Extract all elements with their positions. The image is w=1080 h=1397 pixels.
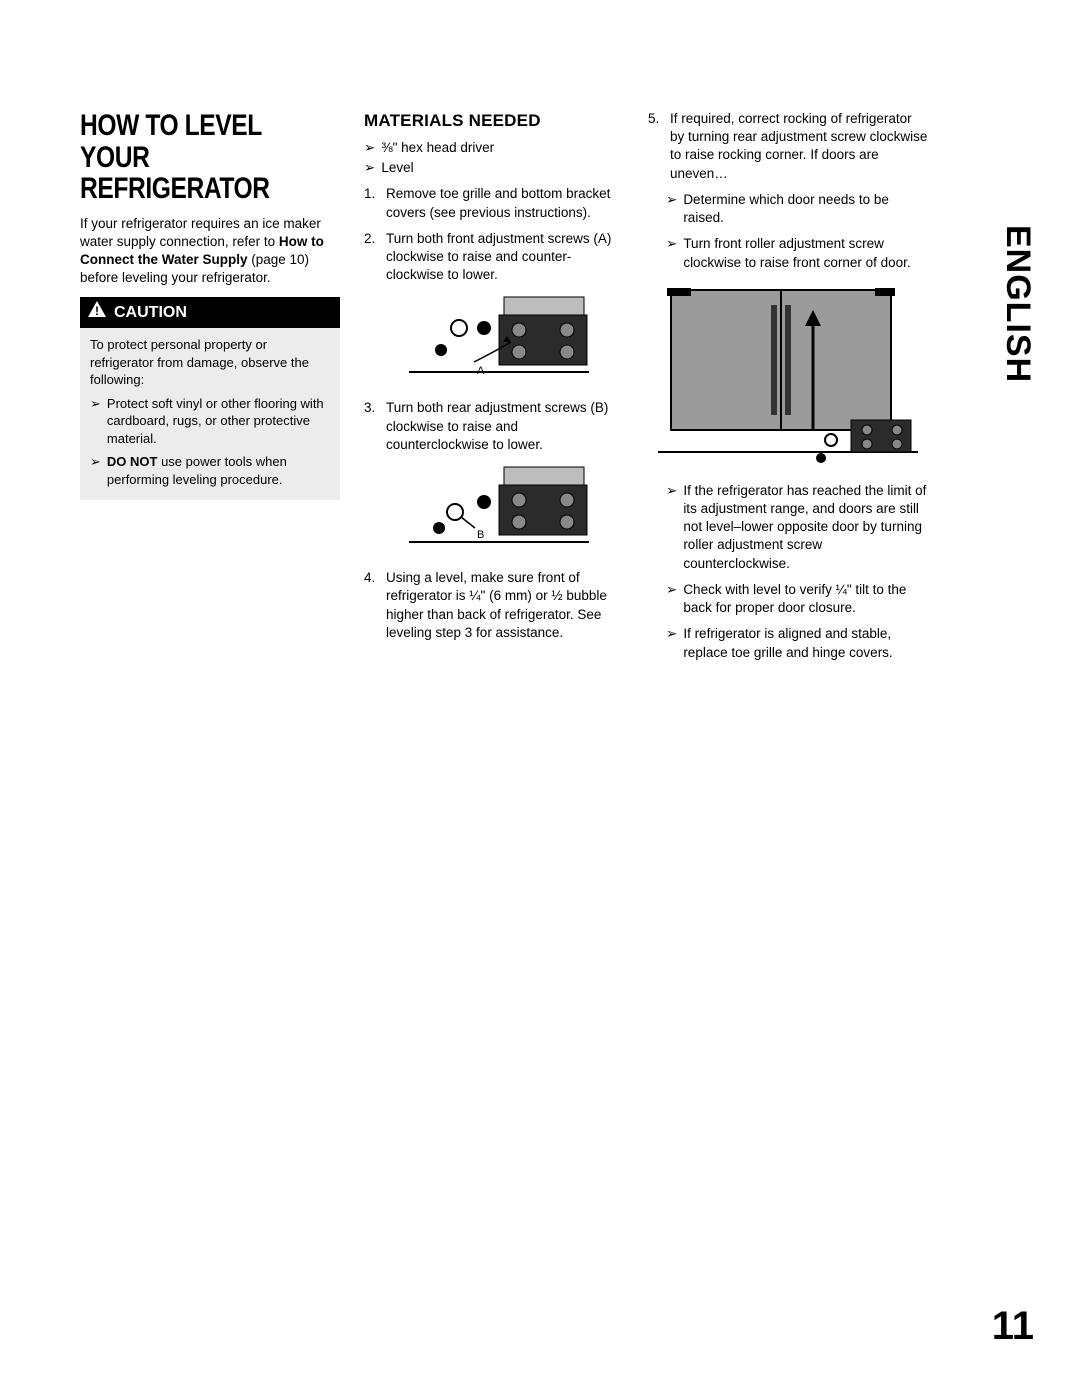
materials-list: ➢ ⅜" hex head driver ➢ Level bbox=[364, 139, 624, 177]
sub-item-text: Check with level to verify ¼" tilt to th… bbox=[683, 581, 928, 617]
column-2: MATERIALS NEEDED ➢ ⅜" hex head driver ➢ Le… bbox=[364, 110, 624, 670]
chevron-icon: ➢ bbox=[364, 139, 375, 157]
chevron-icon: ➢ bbox=[666, 482, 677, 573]
caution-label: CAUTION bbox=[114, 302, 187, 324]
step-number: 1. bbox=[364, 185, 380, 221]
step-number: 4. bbox=[364, 569, 380, 642]
intro-paragraph: If your refrigerator requires an ice mak… bbox=[80, 215, 340, 288]
chevron-icon: ➢ bbox=[666, 191, 677, 227]
sub-item: ➢Determine which door needs to be raised… bbox=[666, 191, 928, 227]
title-line-2: REFRIGERATOR bbox=[80, 172, 270, 205]
materials-item: ➢ ⅜" hex head driver bbox=[364, 139, 624, 157]
page-number: 11 bbox=[992, 1299, 1034, 1353]
caution-list: ➢ Protect soft vinyl or other flooring w… bbox=[90, 395, 330, 489]
step-text: Turn both rear adjustment screws (B) clo… bbox=[386, 399, 624, 454]
step-item: 2. Turn both front adjustment screws (A)… bbox=[364, 230, 624, 285]
materials-item-text: ⅜" hex head driver bbox=[381, 139, 494, 157]
column-3: 5. If required, correct rocking of refri… bbox=[648, 110, 928, 670]
sub-item-text: Determine which door needs to be raised. bbox=[683, 191, 928, 227]
diagram-rear-screws: B bbox=[399, 462, 589, 557]
steps-list-continued: 3. Turn both rear adjustment screws (B) … bbox=[364, 399, 624, 454]
column-1: HOW TO LEVEL YOUR REFRIGERATOR If your r… bbox=[80, 110, 340, 670]
diagram-fridge-doors bbox=[653, 280, 923, 470]
step-item: 3. Turn both rear adjustment screws (B) … bbox=[364, 399, 624, 454]
chevron-icon: ➢ bbox=[666, 235, 677, 271]
step-text: Remove toe grille and bottom bracket cov… bbox=[386, 185, 624, 221]
materials-heading: MATERIALS NEEDED bbox=[364, 110, 624, 133]
caution-body: To protect personal property or refriger… bbox=[80, 328, 340, 500]
caution-item-text: DO NOT use power tools when performing l… bbox=[107, 453, 330, 488]
sub-list-top: ➢Determine which door needs to be raised… bbox=[648, 191, 928, 272]
step-item: 4. Using a level, make sure front of ref… bbox=[364, 569, 624, 642]
diagram-label-b: B bbox=[477, 529, 484, 541]
diagram-front-screws: A bbox=[399, 292, 589, 387]
caution-bold: DO NOT bbox=[107, 454, 158, 469]
warning-triangle-icon: ! bbox=[88, 301, 106, 324]
chevron-icon: ➢ bbox=[90, 395, 101, 448]
materials-item: ➢ Level bbox=[364, 159, 624, 177]
steps-list-col3: 5. If required, correct rocking of refri… bbox=[648, 110, 928, 183]
sub-item: ➢Turn front roller adjustment screw cloc… bbox=[666, 235, 928, 271]
materials-item-text: Level bbox=[381, 159, 413, 177]
caution-item-text: Protect soft vinyl or other flooring wit… bbox=[107, 395, 330, 448]
step-number: 5. bbox=[648, 110, 664, 183]
svg-text:!: ! bbox=[95, 304, 99, 317]
sub-item-text: Turn front roller adjustment screw clock… bbox=[683, 235, 928, 271]
caution-item: ➢ Protect soft vinyl or other flooring w… bbox=[90, 395, 330, 448]
chevron-icon: ➢ bbox=[666, 625, 677, 661]
chevron-icon: ➢ bbox=[364, 159, 375, 177]
step-text: Turn both front adjustment screws (A) cl… bbox=[386, 230, 624, 285]
chevron-icon: ➢ bbox=[666, 581, 677, 617]
step-text: Using a level, make sure front of refrig… bbox=[386, 569, 624, 642]
sub-item: ➢Check with level to verify ¼" tilt to t… bbox=[666, 581, 928, 617]
sub-item-text: If refrigerator is aligned and stable, r… bbox=[683, 625, 928, 661]
caution-item: ➢ DO NOT use power tools when performing… bbox=[90, 453, 330, 488]
caution-intro: To protect personal property or refriger… bbox=[90, 336, 330, 389]
steps-list-continued-2: 4. Using a level, make sure front of ref… bbox=[364, 569, 624, 642]
step-number: 2. bbox=[364, 230, 380, 285]
language-tab: ENGLISH bbox=[994, 225, 1040, 383]
page-content: HOW TO LEVEL YOUR REFRIGERATOR If your r… bbox=[80, 110, 1010, 670]
step-text: If required, correct rocking of refriger… bbox=[670, 110, 928, 183]
step-number: 3. bbox=[364, 399, 380, 454]
caution-box: ! CAUTION To protect personal property o… bbox=[80, 297, 340, 500]
page-title: HOW TO LEVEL YOUR REFRIGERATOR bbox=[80, 110, 293, 205]
step-item: 5. If required, correct rocking of refri… bbox=[648, 110, 928, 183]
caution-header: ! CAUTION bbox=[80, 297, 340, 328]
title-line-1: HOW TO LEVEL YOUR bbox=[80, 109, 261, 174]
sub-item: ➢If the refrigerator has reached the lim… bbox=[666, 482, 928, 573]
sub-list-bottom: ➢If the refrigerator has reached the lim… bbox=[648, 482, 928, 662]
chevron-icon: ➢ bbox=[90, 453, 101, 488]
diagram-label-a: A bbox=[477, 365, 485, 377]
sub-item: ➢If refrigerator is aligned and stable, … bbox=[666, 625, 928, 661]
step-item: 1. Remove toe grille and bottom bracket … bbox=[364, 185, 624, 221]
steps-list: 1. Remove toe grille and bottom bracket … bbox=[364, 185, 624, 284]
sub-item-text: If the refrigerator has reached the limi… bbox=[683, 482, 928, 573]
